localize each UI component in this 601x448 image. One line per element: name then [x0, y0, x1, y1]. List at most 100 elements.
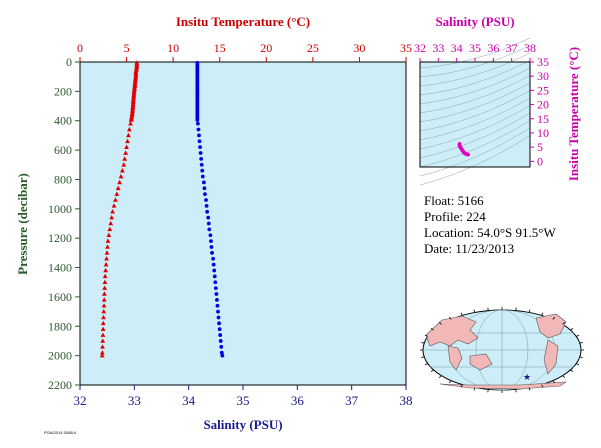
- pressure-tick-label: 0: [66, 55, 72, 69]
- salinity-tick-label: 38: [400, 393, 413, 408]
- density-contour: [419, 135, 531, 186]
- map-tick: [541, 384, 544, 388]
- map-tick: [487, 389, 489, 393]
- salinity-tick-label: 36: [291, 393, 305, 408]
- pressure-axis-ticks: 0 200 400 600 800 1000 1200 1400 1600 1800 2000 220…: [48, 55, 80, 392]
- ts-top-axis-label: Salinity (PSU): [435, 14, 514, 29]
- salinity-point: [201, 180, 206, 185]
- map-tick: [424, 334, 428, 337]
- salinity-point: [214, 292, 219, 296]
- temperature-point: [99, 353, 105, 358]
- temperature-point: [117, 179, 122, 185]
- map-tick: [579, 356, 583, 358]
- map-tick: [576, 363, 580, 366]
- temperature-tick-label: 30: [353, 41, 365, 55]
- temperature-point: [109, 215, 115, 220]
- salinity-axis-ticks: 32 33 34 35 36 37 38: [74, 385, 413, 408]
- float-info: Float: 5166 Profile: 224 Location: 54.0°…: [424, 193, 556, 256]
- salinity-tick-label: 37: [345, 393, 359, 408]
- temperature-point: [100, 326, 106, 332]
- salinity-point: [206, 215, 211, 220]
- density-contour: [419, 90, 531, 132]
- temperature-point: [126, 132, 131, 138]
- map-tick: [541, 312, 544, 316]
- density-contour: [419, 75, 531, 114]
- salinity-point: [199, 157, 204, 161]
- temperature-point: [104, 250, 110, 255]
- ts-temperature-tick-label: 10: [537, 126, 549, 140]
- ts-point: [466, 152, 470, 157]
- temperature-tick-label: 25: [307, 41, 319, 55]
- temperature-point: [112, 197, 118, 202]
- salinity-point: [204, 203, 209, 208]
- float-id: Float: 5166: [424, 193, 484, 208]
- map-tick: [528, 309, 531, 313]
- pressure-tick-label: 2200: [48, 378, 72, 392]
- ts-diagram: Salinity (PSU) Insitu Temperature (°C) 3…: [414, 14, 581, 186]
- salinity-point: [209, 245, 214, 249]
- top-axis-label: Insitu Temperature (°C): [176, 14, 310, 29]
- temperature-point: [118, 173, 124, 179]
- pressure-tick-label: 2000: [48, 349, 72, 363]
- salinity-point: [220, 353, 225, 358]
- map-tick: [562, 375, 566, 378]
- salinity-point: [208, 233, 213, 238]
- left-axis-label: Pressure (decibar): [15, 173, 30, 275]
- map-tick: [438, 322, 442, 325]
- profile-plot: Insitu Temperature (°C) Salinity (PSU) P…: [15, 14, 413, 432]
- temperature-tick-label: 15: [214, 41, 226, 55]
- map-tick: [487, 307, 489, 311]
- salinity-point: [213, 286, 218, 290]
- temperature-point: [99, 350, 105, 355]
- salinity-point: [195, 118, 200, 122]
- temperature-tick-label: 10: [167, 41, 179, 55]
- map-tick: [552, 316, 556, 320]
- map-tick: [579, 342, 583, 344]
- location-map: ★: [420, 307, 584, 393]
- map-border-ticks: [420, 307, 584, 393]
- profile-date: Date: 11/23/2013: [424, 241, 514, 256]
- ts-salinity-tick-label: 38: [524, 41, 536, 55]
- map-tick: [448, 380, 452, 384]
- map-tick: [421, 342, 425, 344]
- temperature-point: [105, 238, 111, 243]
- map-tick: [460, 384, 463, 388]
- salinity-point: [200, 174, 205, 179]
- density-contour: [419, 112, 531, 159]
- salinity-tick-label: 35: [237, 393, 250, 408]
- salinity-tick-label: 33: [128, 393, 141, 408]
- salinity-point: [196, 127, 201, 132]
- temperature-point: [100, 332, 106, 337]
- salinity-point: [200, 168, 205, 173]
- pressure-tick-label: 1600: [48, 290, 72, 304]
- temperature-point: [114, 191, 120, 196]
- density-contour: [419, 60, 531, 96]
- map-tick: [424, 363, 428, 366]
- salinity-point: [206, 221, 211, 226]
- pressure-tick-label: 200: [54, 84, 72, 98]
- salinity-point: [219, 344, 224, 349]
- temperature-point: [107, 226, 113, 232]
- map-tick: [473, 309, 476, 313]
- salinity-point: [219, 350, 224, 355]
- ts-temperature-tick-label: 25: [537, 83, 549, 97]
- temperature-point: [105, 244, 110, 249]
- temperature-point: [102, 273, 108, 279]
- temperature-point: [111, 203, 117, 208]
- salinity-point: [197, 133, 201, 138]
- salinity-point: [196, 121, 200, 126]
- salinity-point: [199, 162, 204, 167]
- temperature-point: [104, 256, 109, 261]
- temperature-point: [101, 297, 107, 302]
- map-tick: [515, 307, 517, 311]
- ts-salinity-tick-label: 32: [414, 41, 426, 55]
- pressure-tick-label: 400: [54, 114, 72, 128]
- salinity-point: [213, 280, 218, 285]
- profile-number: Profile: 224: [424, 209, 486, 224]
- ts-temperature-tick-label: 15: [537, 112, 549, 126]
- density-contour: [419, 97, 531, 141]
- float-location-marker: ★: [523, 372, 531, 382]
- temperature-tick-label: 35: [400, 41, 412, 55]
- salinity-point: [198, 151, 203, 155]
